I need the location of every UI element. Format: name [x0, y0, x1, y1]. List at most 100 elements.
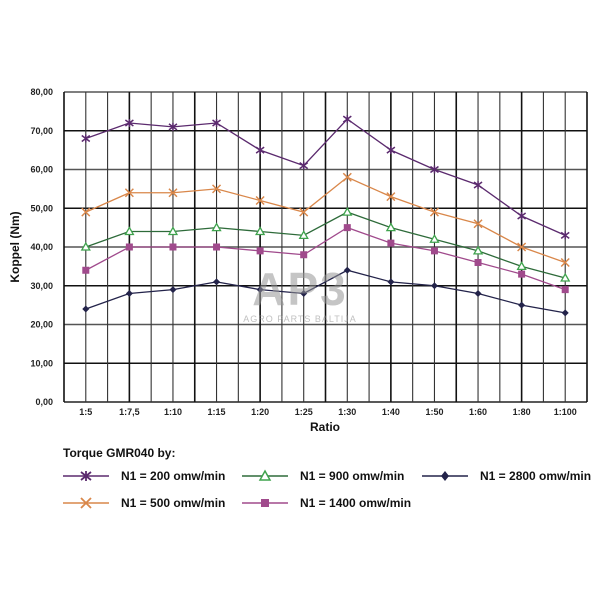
legend-label: N1 = 1400 omw/min: [300, 496, 412, 510]
square-marker-icon: [82, 266, 90, 274]
x-marker-icon: [212, 184, 222, 194]
x-marker-icon: [342, 172, 352, 182]
star-marker-icon: [124, 119, 134, 127]
square-marker-icon: [518, 270, 526, 278]
legend-label: N1 = 900 omw/min: [300, 469, 405, 483]
star-marker-icon: [386, 146, 396, 155]
square-marker-icon: [300, 251, 308, 259]
square-marker-icon: [387, 239, 395, 247]
star-marker-icon: [560, 231, 570, 240]
series-line: [82, 266, 569, 317]
star-marker-icon: [63, 471, 109, 481]
square-marker-icon: [242, 499, 288, 507]
square-marker-icon: [561, 286, 569, 294]
x-tick-label: 1:10: [164, 407, 182, 417]
y-tick-label: 50,00: [30, 203, 53, 213]
diamond-marker-icon: [82, 305, 90, 313]
square-marker-icon: [343, 224, 351, 232]
x-tick-label: 1:15: [208, 407, 226, 417]
triangle-marker-icon: [342, 206, 353, 216]
x-tick-label: 1:25: [295, 407, 313, 417]
star-marker-icon: [342, 115, 352, 124]
diamond-marker-icon: [169, 286, 177, 294]
x-marker-icon: [168, 188, 178, 198]
star-marker-icon: [168, 122, 178, 131]
triangle-marker-icon: [516, 261, 527, 271]
legend-label: N1 = 200 omw/min: [121, 469, 226, 483]
y-axis-ticks: 0,00 10,00 20,00 30,00 40,00 50,00 60,00 70,00 8…: [30, 87, 53, 407]
legend-label: N1 = 500 omw/min: [121, 496, 226, 510]
diamond-marker-icon: [343, 266, 351, 274]
square-marker-icon: [474, 259, 482, 266]
diamond-marker-icon: [474, 290, 482, 297]
triangle-marker-icon: [560, 272, 571, 282]
triangle-marker-icon: [242, 469, 288, 481]
diamond-marker-icon: [422, 471, 468, 481]
legend-item-200: N1 = 200 omw/min: [63, 468, 225, 484]
triangle-marker-icon: [167, 226, 179, 236]
triangle-marker-icon: [429, 233, 440, 243]
star-marker-icon: [430, 165, 439, 174]
y-axis-title: Koppel (Nm): [8, 211, 22, 282]
x-tick-label: 1:60: [469, 407, 487, 417]
star-marker-icon: [473, 181, 483, 189]
series-line: [82, 224, 569, 294]
x-tick-label: 1:30: [338, 407, 356, 417]
triangle-marker-icon: [211, 222, 222, 232]
y-tick-label: 30,00: [30, 281, 53, 291]
x-marker-icon: [517, 242, 527, 252]
square-marker-icon: [430, 247, 438, 255]
triangle-marker-icon: [298, 230, 309, 240]
legend-item-1400: N1 = 1400 omw/min: [242, 495, 411, 511]
x-axis-title: Ratio: [310, 420, 340, 434]
x-marker-icon: [386, 192, 396, 202]
x-tick-label: 1:100: [554, 407, 577, 417]
series-line: [80, 206, 571, 282]
y-tick-label: 60,00: [30, 165, 53, 175]
diamond-marker-icon: [387, 278, 395, 286]
y-tick-label: 80,00: [30, 87, 53, 97]
x-marker-icon: [299, 207, 309, 217]
x-marker-icon: [124, 188, 134, 198]
x-tick-label: 1:80: [513, 407, 531, 417]
series-line: [81, 115, 570, 240]
diamond-marker-icon: [125, 290, 133, 297]
y-tick-label: 20,00: [30, 320, 53, 330]
triangle-marker-icon: [385, 222, 396, 232]
square-marker-icon: [256, 247, 264, 255]
x-tick-label: 1:5: [79, 407, 92, 417]
triangle-marker-icon: [80, 241, 91, 251]
x-marker-icon: [255, 195, 265, 206]
square-marker-icon: [213, 243, 221, 251]
y-tick-label: 40,00: [30, 242, 53, 252]
legend-label: N1 = 2800 omw/min: [480, 469, 592, 483]
diamond-marker-icon: [518, 301, 526, 309]
x-tick-label: 1:40: [382, 407, 400, 417]
diamond-marker-icon: [430, 282, 438, 290]
x-tick-label: 1:7,5: [119, 407, 140, 417]
triangle-marker-icon: [255, 226, 266, 236]
triangle-marker-icon: [124, 226, 135, 236]
star-marker-icon: [212, 119, 221, 127]
x-tick-label: 1:20: [251, 407, 269, 417]
legend-item-500: N1 = 500 omw/min: [63, 495, 225, 511]
y-tick-label: 70,00: [30, 126, 53, 136]
x-marker-icon: [560, 257, 570, 268]
data-series: [80, 115, 571, 317]
x-marker-icon: [81, 207, 91, 217]
triangle-marker-icon: [472, 245, 484, 255]
x-marker-icon: [473, 219, 483, 229]
square-marker-icon: [125, 243, 133, 251]
y-tick-label: 10,00: [30, 358, 53, 368]
diamond-marker-icon: [561, 309, 569, 317]
x-axis-ticks: 1:5 1:7,5 1:10 1:15 1:20 1:25 1:30 1:40 1:50 1:60…: [79, 407, 576, 417]
square-marker-icon: [169, 243, 177, 251]
x-marker-icon: [429, 207, 439, 217]
x-tick-label: 1:50: [425, 407, 443, 417]
y-tick-label: 0,00: [35, 397, 53, 407]
x-marker-icon: [63, 497, 109, 509]
diamond-marker-icon: [213, 278, 221, 286]
series-line: [81, 172, 570, 268]
legend-item-900: N1 = 900 omw/min: [242, 468, 404, 484]
